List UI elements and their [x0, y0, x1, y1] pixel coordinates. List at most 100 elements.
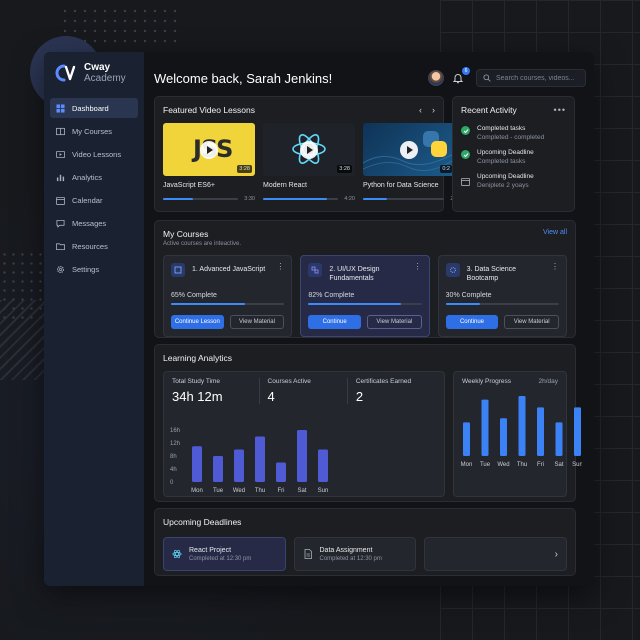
- course-progress-bar: [308, 303, 422, 305]
- view-material-button[interactable]: View Material: [367, 315, 422, 329]
- deadline-title: React Project: [189, 546, 232, 554]
- sidebar-item-analytics[interactable]: Analytics: [50, 167, 138, 187]
- stat-label: Certificates Earned: [355, 378, 412, 385]
- video-title: JavaScript ES6+: [163, 182, 215, 189]
- section-title: Upcoming Deadlines: [163, 517, 242, 527]
- view-material-button[interactable]: View Material: [229, 315, 285, 329]
- weekly-progress-panel: Weekly Progress 2h/day Mon Tue Wed Thu Fri Sa…: [453, 371, 582, 497]
- y-tick-label: 0: [170, 480, 174, 486]
- video-thumbnail[interactable]: JSS 3:28: [163, 123, 255, 176]
- continue-button[interactable]: Continue: [445, 315, 499, 329]
- activity-item[interactable]: Completed tasks Completed - completed: [461, 125, 566, 141]
- weekly-bar: [518, 396, 526, 456]
- continue-button[interactable]: Continue: [308, 315, 361, 329]
- main-content: Welcome back, Sarah Jenkins! 6 Featured …: [144, 52, 594, 586]
- deadline-item[interactable]: Data Assignment Completed at 12:30 pm: [293, 537, 416, 571]
- deadline-item[interactable]: React Project Completed at 12:30 pm: [163, 537, 286, 571]
- video-card-react[interactable]: 3:28 Modern React 4:20: [263, 123, 355, 202]
- design-icon: [308, 263, 323, 277]
- course-card[interactable]: 1. Advanced JavaScript ⋮ 65% Complete Co…: [163, 255, 293, 337]
- sidebar-item-dashboard[interactable]: Dashboard: [50, 98, 138, 118]
- course-progress-label: 65% Complete: [171, 292, 217, 299]
- search-box[interactable]: [476, 69, 586, 87]
- weekly-bar: [574, 407, 581, 456]
- play-icon[interactable]: [200, 140, 218, 159]
- x-tick-label: Tue: [480, 462, 491, 468]
- activity-item[interactable]: Upcoming Deadline Deniplete 2 yoays: [461, 173, 566, 191]
- next-arrow-button[interactable]: ›: [432, 105, 435, 115]
- app-window: Cway Academy Dashboard My Courses Video …: [44, 52, 594, 586]
- gear-icon: [445, 263, 460, 277]
- play-icon[interactable]: [300, 140, 318, 159]
- course-progress-bar: [445, 303, 559, 305]
- notification-badge: 6: [462, 67, 470, 75]
- sidebar-item-video-lessons[interactable]: Video Lessons: [50, 144, 138, 164]
- study-bar: [234, 449, 244, 482]
- y-tick-label: 12h: [170, 441, 180, 447]
- sidebar-item-my-courses[interactable]: My Courses: [50, 121, 138, 141]
- x-tick-label: Wed: [233, 488, 245, 494]
- x-tick-label: Fri: [278, 488, 285, 494]
- continue-lesson-button[interactable]: Continue Lesson: [171, 315, 224, 329]
- notifications-button[interactable]: 6: [452, 67, 470, 85]
- play-icon[interactable]: [400, 140, 418, 159]
- bar-chart-icon: [56, 174, 65, 181]
- study-bar: [213, 456, 223, 482]
- course-menu-button[interactable]: ⋮: [550, 262, 559, 271]
- video-time: 4:20: [344, 196, 355, 202]
- code-icon: [171, 263, 185, 277]
- learning-analytics-card: Learning Analytics Total Study Time 34h …: [154, 344, 582, 502]
- course-card[interactable]: 2. UI/UX Design Fundamentals ⋮ 82% Compl…: [300, 255, 430, 337]
- y-tick-label: 8h: [170, 454, 177, 460]
- stat-courses-active: Courses Active 4: [260, 378, 348, 404]
- video-card-javascript[interactable]: JSS 3:28 JavaScript ES6+ 3:30: [163, 123, 255, 202]
- x-tick-label: Sat: [297, 488, 306, 494]
- video-duration: 0:2: [440, 165, 452, 173]
- page-title: Welcome back, Sarah Jenkins!: [154, 70, 333, 86]
- deadline-more[interactable]: ›: [424, 537, 567, 571]
- activity-sub: Deniplete 2 yoays: [477, 182, 529, 189]
- activity-sub: Completed tasks: [477, 158, 526, 165]
- my-courses-card: My Courses Active courses are inteactive…: [154, 220, 576, 338]
- python-logo-icon: [363, 131, 455, 172]
- video-card-python[interactable]: 0:2 Python for Data Science 2:: [363, 123, 455, 202]
- video-thumbnail[interactable]: 0:2: [363, 123, 455, 176]
- x-tick-label: Sun: [572, 462, 582, 468]
- message-icon: [56, 219, 65, 228]
- stat-label: Courses Active: [267, 378, 311, 385]
- activity-item[interactable]: Upcoming Deadline Completed tasks: [461, 149, 566, 165]
- weekly-bar: [555, 422, 563, 456]
- view-all-link[interactable]: View all: [543, 229, 567, 236]
- section-title: Learning Analytics: [163, 353, 232, 363]
- sidebar-item-messages[interactable]: Messages: [50, 213, 138, 233]
- weekly-bar: [463, 422, 470, 456]
- prev-arrow-button[interactable]: ‹: [419, 105, 422, 115]
- sidebar-item-calendar[interactable]: Calendar: [50, 190, 138, 210]
- calendar-icon: [461, 173, 470, 191]
- course-menu-button[interactable]: ⋮: [276, 262, 285, 271]
- x-tick-label: Thu: [517, 462, 527, 468]
- weekly-progress-chart: Mon Tue Wed Thu Fri Sat Sun: [461, 396, 582, 468]
- video-duration: 3:28: [337, 165, 352, 173]
- sidebar: Cway Academy Dashboard My Courses Video …: [44, 52, 144, 586]
- video-title: Python for Data Science: [363, 182, 439, 189]
- sidebar-item-label: Resources: [72, 241, 108, 251]
- video-title: Modern React: [263, 182, 307, 189]
- sidebar-item-settings[interactable]: Settings: [50, 259, 138, 279]
- study-bar: [255, 436, 265, 482]
- featured-videos-card: Featured Video Lessons ‹ › JSS 3:28 Java…: [154, 96, 455, 212]
- course-menu-button[interactable]: ⋮: [413, 262, 422, 271]
- video-progress-bar: [363, 198, 445, 200]
- x-tick-label: Mon: [191, 488, 203, 494]
- course-card[interactable]: 3. Data Science Bootcamp ⋮ 30% Complete …: [437, 255, 567, 337]
- avatar[interactable]: [428, 70, 444, 86]
- sidebar-item-resources[interactable]: Resources: [50, 236, 138, 256]
- check-icon: [461, 126, 470, 135]
- search-input[interactable]: [496, 74, 586, 82]
- brand-sub: Academy: [84, 73, 126, 84]
- logo[interactable]: Cway Academy: [50, 60, 138, 98]
- section-title: My Courses: [163, 229, 209, 239]
- video-thumbnail[interactable]: 3:28: [263, 123, 355, 176]
- view-material-button[interactable]: View Material: [504, 315, 559, 329]
- more-options-button[interactable]: •••: [553, 105, 566, 115]
